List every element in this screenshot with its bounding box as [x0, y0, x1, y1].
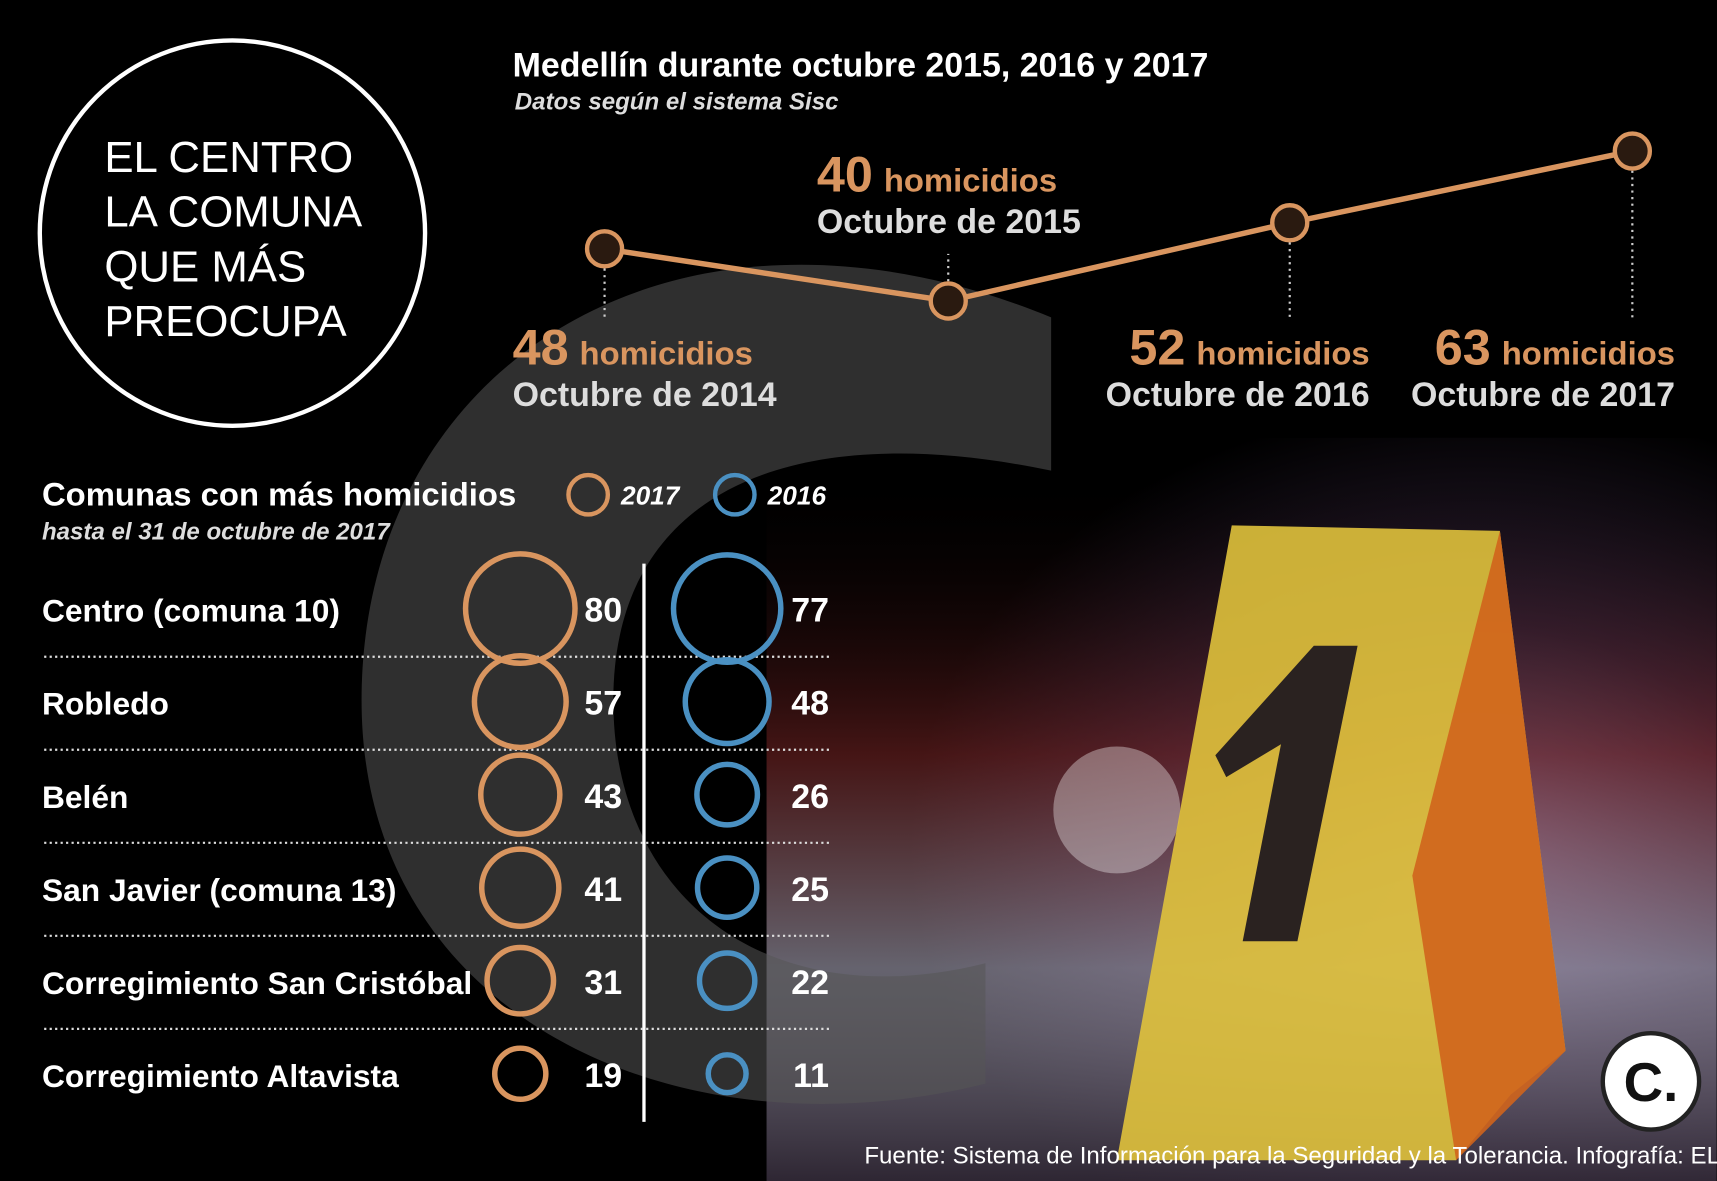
point-value: 40 [817, 146, 873, 203]
legend-swatch [566, 472, 611, 517]
bubble-value: 57 [584, 685, 622, 723]
headline-line: PREOCUPA [104, 297, 347, 346]
headline: EL CENTRO LA COMUNA QUE MÁS PREOCUPA [104, 133, 363, 346]
row-label: Corregimiento San Cristóbal [42, 965, 472, 1001]
headline-line: EL CENTRO [104, 133, 353, 182]
point-value: 52 [1129, 318, 1185, 375]
line-point [1270, 203, 1310, 243]
bubble [462, 551, 578, 667]
point-category: Octubre de 2017 [1411, 376, 1675, 414]
logo-badge [1600, 1031, 1702, 1132]
line-subtitle: Datos según el sistema Sisc [515, 88, 839, 115]
headline-circle [37, 38, 428, 428]
marker-number [1215, 645, 1358, 942]
bubble-value: 31 [584, 964, 622, 1002]
watermark-dot [1053, 746, 1181, 874]
bubble [682, 656, 772, 747]
row-label: San Javier (comuna 13) [42, 872, 397, 908]
table-title: Comunas con más homicidios [42, 476, 516, 513]
bubble-value: 11 [793, 1057, 829, 1095]
bubble [696, 950, 758, 1012]
bubble [471, 653, 569, 751]
point-unit: homicidios [580, 334, 753, 371]
headline-line: QUE MÁS [104, 242, 306, 291]
point-value: 48 [513, 318, 569, 375]
point-unit: homicidios [1196, 334, 1369, 371]
bubble-value: 19 [584, 1057, 622, 1095]
point-value: 63 [1435, 318, 1491, 375]
watermark [361, 264, 1052, 1104]
bubble [705, 1052, 749, 1096]
table-subtitle: hasta el 31 de octubre de 2017 [42, 519, 391, 546]
evidence-marker-side [1412, 530, 1566, 1161]
point-label: 52 homicidios [1129, 318, 1369, 375]
point-unit: homicidios [884, 162, 1057, 199]
row-label: Corregimiento Altavista [42, 1058, 399, 1094]
bubble-value: 25 [791, 871, 829, 909]
bubble [694, 855, 760, 921]
point-category: Octubre de 2016 [1106, 376, 1370, 414]
bubble-value: 41 [584, 871, 622, 909]
headline-line: LA COMUNA [104, 188, 363, 237]
source: Fuente: Sistema de Información para la S… [864, 1142, 1717, 1169]
bubble [478, 846, 562, 929]
legend-swatch [712, 472, 757, 517]
point-unit: homicidios [1502, 334, 1675, 371]
legend-label: 2016 [767, 481, 827, 511]
line-point [928, 281, 968, 321]
line-title: Medellín durante octubre 2015, 2016 y 20… [513, 47, 1209, 85]
point-label: 48 homicidios [513, 318, 753, 375]
point-label: 40 homicidios [817, 146, 1057, 203]
bubble [478, 752, 563, 837]
bubble [492, 1045, 549, 1103]
row-label: Robledo [42, 686, 169, 722]
line-point [1612, 131, 1653, 171]
bubble-value: 22 [791, 964, 829, 1002]
bubble-value: 77 [791, 592, 829, 630]
legend-label: 2017 [620, 481, 681, 511]
bubble-value: 43 [584, 778, 622, 816]
point-category: Octubre de 2015 [817, 203, 1081, 241]
point-category: Octubre de 2014 [513, 376, 777, 414]
bubble [694, 761, 761, 828]
line [604, 148, 1633, 304]
row-label: Belén [42, 779, 128, 815]
bubble [484, 944, 557, 1017]
line-point [584, 229, 625, 269]
logo: C. [1624, 1051, 1679, 1113]
point-label: 63 homicidios [1435, 318, 1675, 375]
bubble-value: 26 [791, 778, 829, 816]
bubble-value: 48 [791, 685, 829, 723]
bubble-value: 80 [584, 592, 622, 630]
row-label: Centro (comuna 10) [42, 593, 340, 629]
